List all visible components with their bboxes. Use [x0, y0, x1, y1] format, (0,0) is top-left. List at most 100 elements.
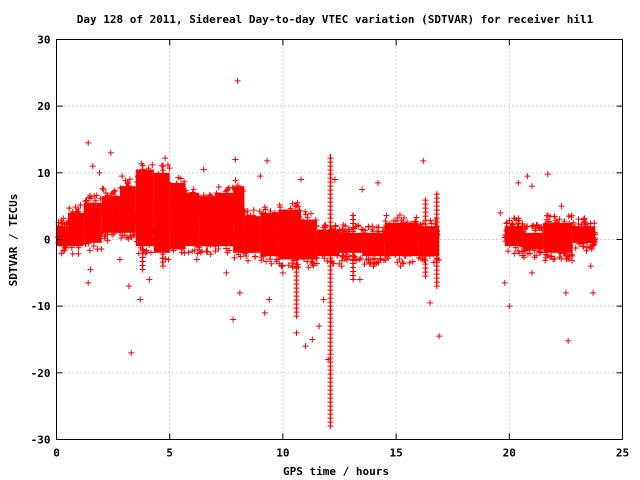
- data-point: [340, 232, 347, 239]
- data-point: [163, 245, 170, 252]
- data-point: [248, 236, 255, 243]
- data-point: [220, 224, 227, 231]
- data-point: [542, 257, 549, 264]
- data-point: [294, 199, 301, 206]
- data-point: [276, 212, 283, 219]
- data-point: [578, 222, 585, 229]
- data-point: [155, 197, 162, 204]
- data-point: [110, 188, 117, 195]
- data-point: [261, 236, 268, 243]
- data-point: [339, 252, 346, 259]
- data-point: [397, 232, 404, 239]
- data-point: [304, 248, 311, 255]
- data-point: [252, 253, 259, 260]
- data-point: [426, 250, 433, 257]
- outlier-point: [200, 166, 207, 173]
- data-point: [178, 205, 185, 212]
- data-point: [556, 254, 563, 261]
- data-point: [223, 210, 230, 217]
- data-point: [125, 235, 132, 242]
- data-point: [287, 205, 294, 212]
- data-point: [367, 256, 374, 263]
- data-point: [252, 235, 259, 242]
- data-point: [538, 240, 545, 247]
- outlier-point: [370, 263, 377, 270]
- x-tick-label: 25: [616, 447, 629, 460]
- data-point: [170, 210, 177, 217]
- data-band: [260, 212, 279, 257]
- data-point: [165, 179, 172, 186]
- data-point: [96, 232, 103, 239]
- data-point: [223, 223, 230, 230]
- data-point: [68, 225, 75, 232]
- data-point: [399, 259, 406, 266]
- data-point: [145, 165, 152, 172]
- data-point: [538, 249, 545, 256]
- outlier-point: [544, 171, 551, 178]
- outlier-point: [107, 149, 114, 156]
- data-point: [243, 253, 250, 260]
- data-point: [575, 221, 582, 228]
- data-point: [167, 243, 174, 250]
- data-point: [565, 255, 572, 262]
- data-point: [328, 257, 335, 264]
- data-point: [112, 225, 119, 232]
- data-point: [207, 251, 214, 258]
- data-point: [240, 206, 247, 213]
- data-point: [265, 229, 272, 236]
- data-point: [319, 251, 326, 258]
- y-tick-labels: -30 -20 -10 0 10 20 30: [31, 34, 51, 447]
- data-point: [219, 206, 226, 213]
- data-point: [289, 263, 296, 270]
- data-point: [118, 235, 125, 242]
- data-point: [393, 218, 400, 225]
- data-point: [82, 240, 89, 247]
- data-point: [319, 234, 326, 241]
- data-point: [310, 262, 317, 269]
- data-point: [340, 222, 347, 229]
- outlier-point: [587, 263, 594, 270]
- data-point: [304, 214, 311, 221]
- data-point: [397, 249, 404, 256]
- data-point: [183, 231, 190, 238]
- data-point: [285, 226, 292, 233]
- data-point: [388, 240, 395, 247]
- data-point: [353, 257, 360, 264]
- outlier-point: [257, 173, 264, 180]
- data-point: [324, 250, 331, 257]
- data-point: [99, 229, 106, 236]
- data-point: [256, 208, 263, 215]
- data-point: [257, 224, 264, 231]
- data-point: [422, 197, 429, 204]
- data-point: [248, 224, 255, 231]
- data-point: [230, 190, 237, 197]
- data-point: [521, 247, 528, 254]
- data-point: [75, 229, 82, 236]
- data-point: [290, 247, 297, 254]
- data-point: [117, 184, 124, 191]
- data-point: [75, 250, 82, 257]
- data-point: [278, 228, 285, 235]
- data-point: [286, 250, 293, 257]
- outlier-point: [374, 179, 381, 186]
- data-point: [417, 236, 424, 243]
- data-point: [533, 252, 540, 259]
- data-point: [129, 196, 136, 203]
- outlier-point: [497, 209, 504, 216]
- data-point: [591, 229, 598, 236]
- data-point: [223, 245, 230, 252]
- data-point: [339, 227, 346, 234]
- data-point: [583, 232, 590, 239]
- data-point: [375, 239, 382, 246]
- data-point: [576, 239, 583, 246]
- data-point: [68, 244, 75, 251]
- data-point: [134, 238, 141, 245]
- data-point: [81, 225, 88, 232]
- data-point: [139, 162, 146, 169]
- data-point: [535, 244, 542, 251]
- data-point: [511, 250, 518, 257]
- data-point: [503, 228, 510, 235]
- data-point: [164, 162, 171, 169]
- x-tick-label: 5: [166, 447, 173, 460]
- data-point: [146, 170, 153, 177]
